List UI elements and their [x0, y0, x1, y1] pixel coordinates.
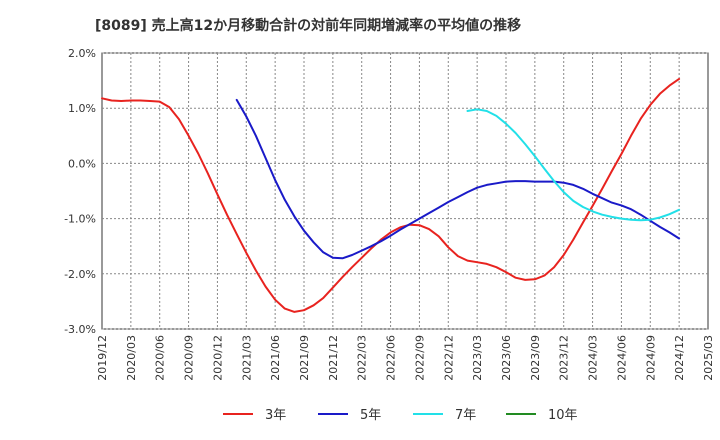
legend-label-1: 5年	[360, 408, 381, 423]
x-tick-label: 2020/03	[125, 335, 138, 381]
x-tick-label: 2021/12	[327, 335, 340, 381]
x-tick-label: 2023/12	[558, 335, 571, 381]
x-tick-label: 2021/06	[269, 335, 282, 381]
x-tick-label: 2023/03	[471, 335, 484, 381]
legend-label-2: 7年	[455, 408, 476, 423]
x-axis-ticks: 2019/12 2020/03 2020/06 2020/09 2020/12 2021/…	[96, 335, 715, 381]
chart-title: [8089] 売上高12か月移動合計の対前年同期増減率の平均値の推移	[95, 17, 521, 34]
x-tick-label: 2022/12	[442, 335, 455, 381]
x-tick-label: 2021/03	[240, 335, 253, 381]
y-tick-label: 0.0%	[68, 157, 96, 170]
y-tick-label: 2.0%	[68, 47, 96, 60]
plot-area	[101, 52, 709, 330]
x-tick-label: 2019/12	[96, 335, 109, 381]
x-tick-label: 2020/09	[183, 335, 196, 381]
legend-label-3: 10年	[548, 408, 578, 423]
series-lines	[101, 77, 681, 313]
y-tick-label: -3.0%	[64, 323, 96, 336]
x-tick-label: 2024/12	[673, 335, 686, 381]
x-tick-label: 2022/03	[356, 335, 369, 381]
series-line-1	[235, 98, 681, 260]
series-line-2	[466, 108, 681, 222]
y-tick-label: -2.0%	[64, 268, 96, 281]
grid-lines	[102, 52, 708, 330]
x-tick-label: 2025/03	[702, 335, 715, 381]
x-tick-label: 2024/09	[644, 335, 657, 381]
series-line-0	[101, 77, 681, 313]
x-tick-label: 2022/06	[385, 335, 398, 381]
x-tick-label: 2020/06	[154, 335, 167, 381]
x-tick-label: 2020/12	[211, 335, 224, 381]
x-tick-label: 2021/09	[298, 335, 311, 381]
y-tick-label: 1.0%	[68, 102, 96, 115]
y-tick-label: -1.0%	[64, 213, 96, 226]
x-tick-label: 2022/09	[413, 335, 426, 381]
y-axis-ticks: 2.0% 1.0% 0.0% -1.0% -2.0% -3.0%	[64, 47, 96, 336]
x-tick-label: 2024/03	[587, 335, 600, 381]
legend: 3年 5年 7年 10年	[223, 408, 578, 423]
x-tick-label: 2023/09	[529, 335, 542, 381]
legend-label-0: 3年	[265, 408, 286, 423]
x-tick-label: 2023/06	[500, 335, 513, 381]
x-tick-label: 2024/06	[615, 335, 628, 381]
